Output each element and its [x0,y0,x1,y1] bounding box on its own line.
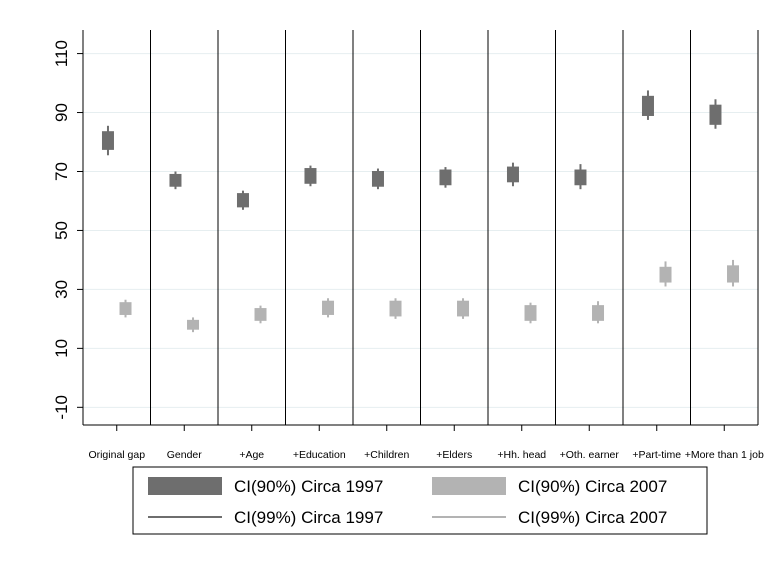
ci90-box [119,302,132,315]
ci90-box [236,193,249,208]
legend-frame [132,466,708,535]
y-tick-label: 10 [52,339,71,358]
ci90-box [727,265,740,283]
ci90-box [389,300,402,317]
x-tick-label: +Elders [436,449,472,461]
ci90-box [304,168,317,184]
ci90-box [439,169,452,186]
x-tick-label: Original gap [88,449,145,461]
ci90-box [254,308,267,321]
legend-label: CI(99%) Circa 2007 [518,508,667,527]
ci90-box [101,131,114,150]
ci90-box [506,166,519,183]
y-tick-label: 70 [52,162,71,181]
x-tick-label: +Oth. earner [560,449,620,461]
legend-swatch-ci90-2007 [432,477,506,495]
ci90-box [592,305,605,321]
legend: CI(90%) Circa 1997 CI(90%) Circa 2007 CI(9… [132,466,708,535]
legend-label: CI(90%) Circa 1997 [234,477,383,496]
ci90-box [574,169,587,186]
x-tick-label: +More than 1 job [685,449,764,461]
ci90-box [371,170,384,187]
ci90-box [169,173,182,187]
y-tick-label: 90 [52,103,71,122]
ci90-box [457,300,470,317]
y-tick-label: 110 [52,40,71,67]
ci90-box [187,319,200,330]
legend-label: CI(99%) Circa 1997 [234,508,383,527]
ci90-box [524,305,537,321]
ci90-box [641,95,654,116]
x-tick-label: +Hh. head [497,449,546,461]
y-tick-label: 50 [52,221,71,240]
x-tick-label: +Children [364,449,409,461]
x-tick-label: +Age [239,449,264,461]
plot-area: -10 10 30 50 70 90 110 Original gap Gender +Age +E… [52,30,764,461]
ci90-box [659,266,672,283]
y-tick-label: -10 [52,395,71,420]
ci90-box [322,300,335,315]
x-tick-label: +Part-time [632,449,681,461]
ci90-box [709,104,722,125]
legend-label: CI(90%) Circa 2007 [518,477,667,496]
legend-swatch-ci90-1997 [148,477,222,495]
y-tick-label: 30 [52,280,71,299]
x-tick-label: +Education [293,449,346,461]
x-tick-label: Gender [167,449,203,461]
